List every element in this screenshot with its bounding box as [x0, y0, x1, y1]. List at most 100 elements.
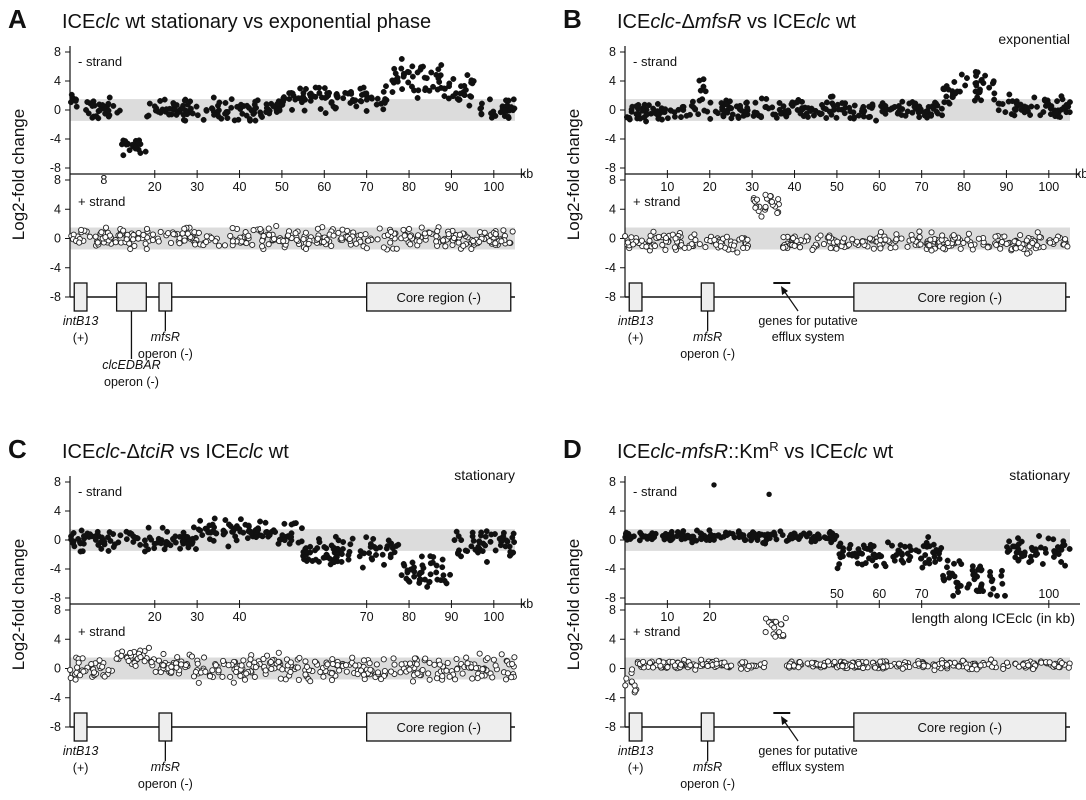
plus-strand-point: [221, 242, 228, 249]
gene-box: [628, 712, 643, 742]
minus-strand-point: [973, 72, 979, 79]
minus-strand-point: [829, 534, 836, 541]
core-region-label: Core region (-): [396, 290, 481, 305]
minus-strand-point: [679, 103, 686, 110]
minus-strand-point: [225, 543, 232, 550]
gene-label: intB13: [63, 314, 98, 328]
minus-strand-point: [388, 540, 395, 547]
plus-strand-point: [1047, 239, 1054, 246]
plus-strand-point: [870, 245, 877, 252]
panel-title: ICEclc-mfsR::KmR vs ICEclc wt: [617, 439, 894, 464]
minus-strand-point: [1054, 98, 1061, 105]
minus-strand-point: [851, 102, 858, 109]
minus-strand-point: [1008, 111, 1015, 118]
minus-strand-point: [270, 103, 277, 110]
minus-y-tick-label: -4: [605, 562, 616, 576]
gene-label: mfsR: [151, 760, 180, 774]
minus-strand-point: [78, 527, 85, 534]
efflux-arrow-head: [781, 716, 789, 725]
plus-strand-point: [433, 233, 440, 240]
minus-strand-point: [146, 534, 153, 541]
minus-strand-point: [71, 543, 78, 550]
minus-strand-point: [500, 529, 507, 536]
minus-strand-point: [387, 551, 394, 558]
minus-strand-point: [166, 105, 173, 112]
minus-strand-point: [482, 542, 489, 549]
gene-line-y-tick-label: -8: [605, 290, 616, 304]
minus-strand-point: [778, 110, 784, 117]
plus-strand-point: [143, 225, 151, 232]
plus-strand-point: [336, 667, 343, 674]
plus-strand-point: [671, 662, 679, 669]
minus-strand-point: [841, 110, 848, 117]
minus-strand-point: [322, 110, 329, 117]
x-tick-label: 70: [915, 587, 929, 601]
minus-strand-point: [866, 555, 872, 562]
minus-strand-point: [309, 558, 316, 564]
minus-strand-point: [969, 563, 976, 570]
plus-strand-point: [259, 243, 266, 250]
plus-strand-point: [79, 655, 86, 662]
minus-strand-point: [193, 534, 199, 541]
minus-strand-point: [940, 572, 947, 579]
gene-line-y-tick-label: -8: [605, 720, 616, 734]
minus-strand-point: [298, 99, 305, 106]
minus-strand-point: [426, 579, 433, 586]
plus-strand-point: [194, 660, 201, 667]
plus-strand-point: [928, 229, 935, 236]
plus-strand-point: [86, 233, 93, 240]
minus-strand-point: [990, 585, 997, 592]
minus-strand-point: [1058, 546, 1065, 553]
minus-strand-point: [381, 561, 387, 568]
minus-strand-point: [123, 536, 130, 543]
minus-strand-point: [411, 568, 418, 575]
plus-strand-point: [292, 230, 299, 237]
minus-strand-point: [879, 108, 886, 115]
plus-strand-point: [893, 236, 900, 243]
plus-y-tick-label: 8: [54, 603, 61, 617]
x-unit-label: kb: [1075, 167, 1086, 181]
title-part: ICE: [62, 11, 95, 33]
minus-strand-point: [1002, 592, 1008, 599]
plus-strand-point: [1025, 662, 1032, 669]
minus-strand-point: [645, 102, 652, 109]
title-part: clc: [843, 441, 867, 463]
minus-strand-point: [668, 107, 675, 114]
minus-strand-point: [505, 113, 512, 120]
plus-strand-point: [967, 242, 975, 249]
x-tick-label: 80: [402, 610, 416, 624]
minus-strand-label: - strand: [78, 484, 122, 499]
minus-strand-point: [762, 104, 769, 111]
plus-strand-point: [691, 231, 698, 238]
gene-label-sub: operon (-): [680, 347, 735, 361]
minus-strand-point: [366, 550, 373, 556]
minus-strand-point: [862, 560, 869, 566]
minus-strand-point: [1066, 545, 1073, 552]
plus-strand-point: [753, 196, 761, 203]
plus-strand-point: [148, 659, 155, 666]
plus-strand-point: [647, 232, 654, 239]
plus-strand-point: [739, 659, 746, 666]
plus-strand-point: [446, 673, 453, 680]
gene-label: mfsR: [693, 330, 722, 344]
plus-strand-point: [1034, 242, 1041, 249]
minus-strand-point: [374, 95, 381, 102]
minus-strand-point: [707, 115, 714, 122]
minus-strand-point: [950, 592, 957, 599]
plus-strand-point: [78, 226, 85, 233]
minus-strand-point: [836, 561, 843, 568]
plus-strand-point: [252, 664, 259, 671]
plus-strand-point: [227, 232, 234, 239]
plus-strand-point: [192, 241, 199, 248]
minus-strand-point: [211, 529, 218, 536]
minus-strand-point: [433, 562, 440, 569]
plus-strand-point: [1023, 237, 1030, 244]
minus-strand-point: [925, 534, 932, 540]
minus-strand-point: [974, 89, 981, 96]
plus-y-tick-label: 8: [54, 173, 61, 187]
plus-strand-point: [426, 676, 433, 683]
minus-strand-point: [262, 519, 269, 526]
title-part: clc: [95, 441, 119, 463]
plus-strand-point: [681, 244, 688, 252]
plus-strand-point: [758, 213, 765, 220]
